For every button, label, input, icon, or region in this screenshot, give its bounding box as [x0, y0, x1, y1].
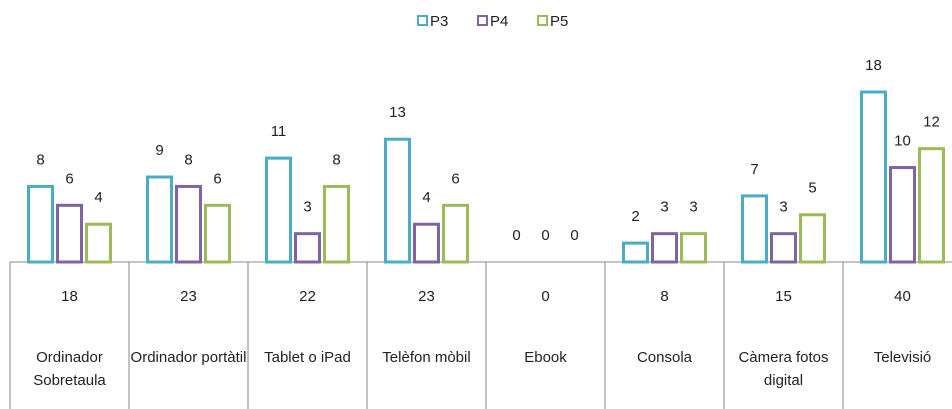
data-label: 3: [303, 199, 311, 216]
table-value: 22: [299, 288, 316, 305]
category-cell: Televisió: [873, 349, 932, 366]
legend-label: P4: [490, 13, 508, 30]
data-label: 3: [689, 199, 697, 216]
data-label: 3: [779, 199, 787, 216]
data-label: 6: [213, 170, 221, 187]
data-label: 18: [865, 57, 882, 74]
bar: [204, 203, 231, 264]
data-label: 4: [422, 189, 430, 206]
data-label: 9: [155, 142, 163, 159]
data-label: 11: [271, 123, 287, 140]
category-label: Càmera fotos digital: [738, 349, 829, 389]
table-value: 23: [180, 288, 197, 305]
table-value: 40: [894, 288, 911, 305]
bar: [799, 213, 826, 264]
data-label: 0: [541, 227, 549, 244]
category-label: Tablet o iPad: [264, 349, 351, 366]
bar: [889, 166, 916, 264]
category-label: Telèfon mòbil: [382, 349, 471, 366]
data-label: 6: [451, 170, 459, 187]
category-label: Consola: [636, 349, 693, 366]
category-label: Televisió: [873, 349, 932, 366]
bar: [384, 137, 411, 264]
bar: [146, 175, 173, 264]
bar: [265, 156, 292, 264]
bar: [85, 222, 112, 264]
bar: [56, 203, 83, 264]
data-label: 3: [660, 199, 668, 216]
data-label: 8: [184, 151, 192, 168]
bar: [680, 232, 707, 264]
category-cell: Càmera fotos digital: [738, 349, 829, 389]
data-label: 2: [631, 208, 639, 225]
bar: [442, 203, 469, 264]
category-cell: Consola: [636, 349, 693, 366]
bar: [294, 232, 321, 264]
bar: [27, 184, 54, 264]
table-value: 0: [541, 288, 549, 305]
data-label: 8: [332, 151, 340, 168]
bar: [651, 232, 678, 264]
bar: [323, 184, 350, 264]
bar: [860, 90, 887, 264]
bar: [175, 184, 202, 264]
legend-label: P3: [430, 13, 448, 30]
bar: [741, 194, 768, 264]
category-cell: Ordinador Sobretaula: [33, 349, 106, 389]
data-label: 4: [94, 189, 102, 206]
legend-marker: [417, 15, 428, 26]
legend-marker: [477, 15, 488, 26]
category-cell: Telèfon mòbil: [382, 349, 471, 366]
table-value: 15: [775, 288, 792, 305]
bar: [622, 241, 649, 264]
data-label: 5: [808, 180, 816, 197]
data-label: 0: [512, 227, 520, 244]
legend-label: P5: [550, 13, 568, 30]
category-label: Ebook: [524, 349, 567, 366]
bar: [413, 222, 440, 264]
category-cell: Ordinador portàtil: [130, 349, 247, 366]
data-label: 10: [894, 133, 911, 150]
data-label: 0: [570, 227, 578, 244]
category-cell: Tablet o iPad: [264, 349, 351, 366]
bar: [918, 147, 945, 264]
category-cell: Ebook: [524, 349, 567, 366]
data-label: 6: [65, 170, 73, 187]
bar: [770, 232, 797, 264]
data-label: 12: [923, 114, 940, 131]
category-label: Ordinador Sobretaula: [33, 349, 106, 389]
data-label: 8: [36, 151, 44, 168]
table-value: 23: [418, 288, 435, 305]
table-value: 18: [61, 288, 78, 305]
legend-marker: [537, 15, 548, 26]
data-label: 7: [750, 161, 758, 178]
data-label: 13: [389, 104, 406, 121]
table-value: 8: [660, 288, 668, 305]
category-label: Ordinador portàtil: [130, 349, 247, 366]
